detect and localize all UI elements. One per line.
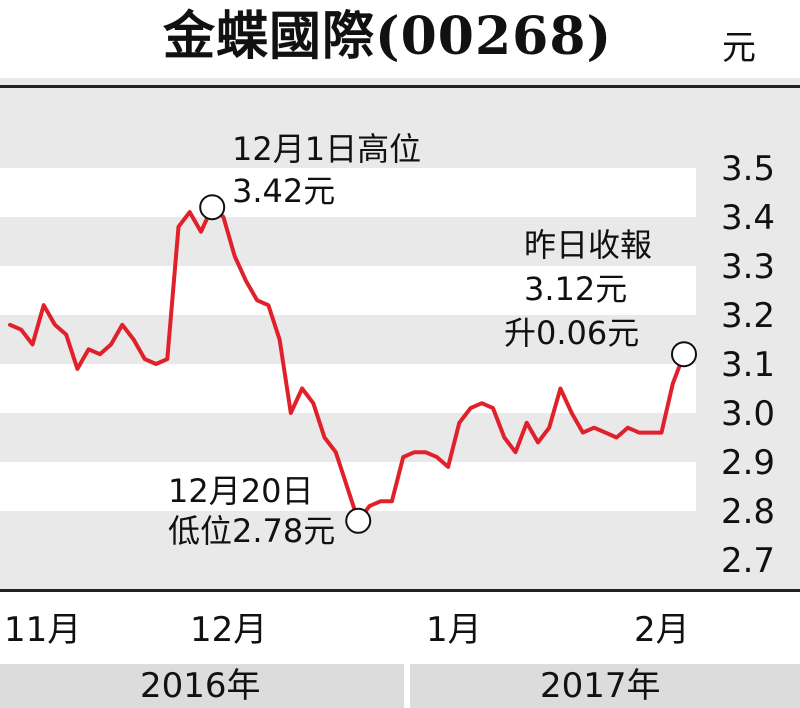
y-tick-label: 3.4 bbox=[721, 198, 775, 238]
unit-label: 元 bbox=[722, 28, 756, 68]
y-tick-label: 3.3 bbox=[721, 247, 775, 287]
y-tick-label: 2.9 bbox=[721, 443, 775, 483]
y-tick-label: 3.0 bbox=[721, 394, 775, 434]
month-label-dec: 12月 bbox=[190, 610, 268, 650]
grid-band bbox=[0, 168, 696, 217]
y-tick-label: 2.8 bbox=[721, 492, 775, 532]
chart-title: 金蝶國際(00268) bbox=[163, 6, 613, 67]
low-marker bbox=[345, 507, 372, 534]
month-label-nov: 11月 bbox=[4, 610, 82, 650]
year-label-2017: 2017年 bbox=[540, 666, 661, 706]
low-annotation-value: 低位2.78元 bbox=[168, 512, 336, 550]
close-marker bbox=[671, 341, 697, 368]
x-axis-rule bbox=[0, 589, 800, 592]
high-annotation-value: 3.42元 bbox=[232, 172, 336, 210]
close-annotation-change: 升0.06元 bbox=[504, 314, 640, 352]
month-label-feb: 2月 bbox=[634, 610, 690, 650]
high-marker bbox=[199, 194, 226, 221]
year-band-2017 bbox=[410, 664, 800, 708]
year-band-2016 bbox=[0, 664, 404, 708]
line-chart: 3.5 3.4 3.3 3.2 3.1 3.0 2.9 2.8 2.7 bbox=[0, 149, 775, 581]
price-line bbox=[8, 205, 686, 523]
y-tick-label: 3.5 bbox=[721, 149, 775, 189]
grid-band bbox=[0, 364, 696, 413]
title-rule bbox=[0, 85, 800, 88]
low-annotation-title: 12月20日 bbox=[168, 472, 314, 510]
y-tick-label: 2.7 bbox=[721, 541, 775, 581]
y-tick-label: 3.1 bbox=[721, 345, 775, 385]
grid-band bbox=[0, 266, 696, 315]
close-annotation-title: 昨日收報 bbox=[524, 226, 653, 264]
y-tick-label: 3.2 bbox=[721, 296, 775, 336]
close-annotation-value: 3.12元 bbox=[524, 270, 628, 308]
title-bar: 金蝶國際(00268) 元 bbox=[0, 0, 800, 78]
high-annotation-title: 12月1日高位 bbox=[232, 130, 422, 168]
year-label-2016: 2016年 bbox=[140, 666, 261, 706]
month-label-jan: 1月 bbox=[426, 610, 482, 650]
